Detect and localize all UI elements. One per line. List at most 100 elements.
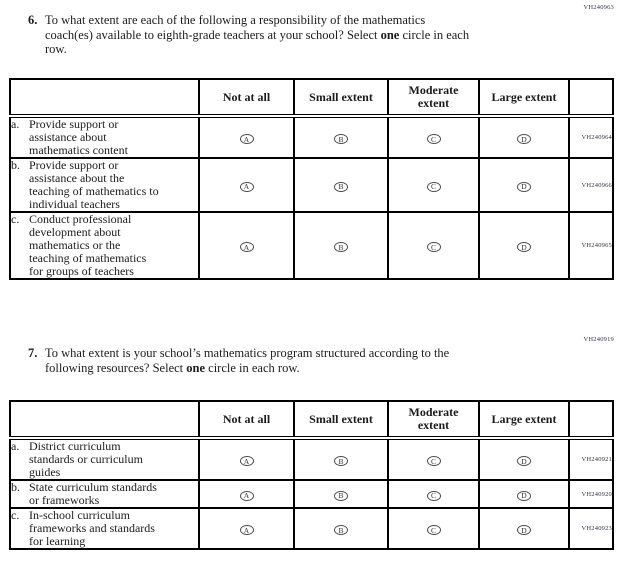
response-bubble-d[interactable]: D xyxy=(517,242,531,253)
row-letter: c. xyxy=(11,212,20,226)
row-letter: a. xyxy=(11,439,20,453)
table-row: c. In-school curriculum frameworks and st… xyxy=(9,507,614,550)
response-cell: B xyxy=(293,211,389,280)
table-row: b. Provide support or assistance about th… xyxy=(9,157,614,213)
column-header: Small extent xyxy=(293,400,389,440)
vh-code: VH240965 xyxy=(568,211,614,280)
row-letter: a. xyxy=(11,117,20,131)
response-cell: C xyxy=(387,157,480,213)
question-6-text-a: To what extent are each of the following… xyxy=(45,13,426,42)
row-label: b. Provide support or assistance about th… xyxy=(11,159,198,211)
response-bubble-d[interactable]: D xyxy=(517,181,531,192)
response-bubble-c[interactable]: C xyxy=(426,525,441,536)
response-bubble-c[interactable]: C xyxy=(426,490,441,501)
response-cell: B xyxy=(293,115,389,159)
question-7-text-a: To what extent is your school’s mathemat… xyxy=(45,346,450,375)
response-cell: A xyxy=(198,211,295,280)
response-bubble-a[interactable]: A xyxy=(239,525,254,536)
row-label: c. In-school curriculum frameworks and st… xyxy=(11,509,198,548)
response-cell: C xyxy=(387,115,480,159)
vh-code: VH240923 xyxy=(568,507,614,550)
response-bubble-c[interactable]: C xyxy=(426,456,441,467)
response-cell: A xyxy=(198,479,295,509)
response-bubble-c[interactable]: C xyxy=(426,242,441,253)
response-cell: A xyxy=(198,157,295,213)
row-label-text: In-school curriculum frameworks and stan… xyxy=(29,508,155,548)
response-bubble-a[interactable]: A xyxy=(239,134,254,145)
row-letter: c. xyxy=(11,508,20,522)
row-label-text: Conduct professional development about m… xyxy=(29,212,147,278)
header-row: Not at all Small extent Moderate extent Lar… xyxy=(9,400,614,440)
response-grid-question-6: Not at all Small extent Moderate extent Lar… xyxy=(9,78,614,280)
response-bubble-a[interactable]: A xyxy=(239,181,254,192)
column-header-blank xyxy=(9,400,200,440)
row-label: c. Conduct professional development about… xyxy=(11,213,198,278)
vh-code: VH240921 xyxy=(568,437,614,481)
response-bubble-a[interactable]: A xyxy=(239,242,254,253)
question-7-bold-word: one xyxy=(186,360,206,375)
response-bubble-d[interactable]: D xyxy=(517,134,531,145)
row-label-text: State curriculum standards or frameworks xyxy=(29,480,157,507)
vh-code: VH240966 xyxy=(568,157,614,213)
column-header: Not at all xyxy=(198,78,295,118)
response-bubble-b[interactable]: B xyxy=(334,134,348,145)
row-letter: b. xyxy=(11,480,20,494)
table-row: a. Provide support or assistance about ma… xyxy=(9,115,614,159)
response-bubble-b[interactable]: B xyxy=(334,525,348,536)
row-label-text: Provide support or assistance about math… xyxy=(29,117,128,157)
vh-code: VH240920 xyxy=(568,479,614,509)
column-header-code-blank xyxy=(568,400,614,440)
question-7: 7. To what extent is your school’s mathe… xyxy=(28,346,575,375)
header-row: Not at all Small extent Moderate extent Lar… xyxy=(9,78,614,118)
response-cell: D xyxy=(478,115,570,159)
row-label-cell: b. Provide support or assistance about th… xyxy=(9,157,200,213)
response-grid-question-7: Not at all Small extent Moderate extent Lar… xyxy=(9,400,614,550)
question-6-number: 6. xyxy=(28,13,38,27)
response-bubble-b[interactable]: B xyxy=(334,242,348,253)
response-cell: B xyxy=(293,157,389,213)
response-cell: C xyxy=(387,507,480,550)
row-label: b. State curriculum standards or framewor… xyxy=(11,481,198,507)
response-bubble-c[interactable]: C xyxy=(426,181,441,192)
row-label: a. District curriculum standards or curri… xyxy=(11,440,198,479)
column-header-blank xyxy=(9,78,200,118)
response-bubble-d[interactable]: D xyxy=(517,525,531,536)
response-cell: C xyxy=(387,479,480,509)
response-bubble-d[interactable]: D xyxy=(517,456,531,467)
response-cell: B xyxy=(293,437,389,481)
vh-code-question-7: VH240919 xyxy=(583,336,614,343)
response-cell: D xyxy=(478,211,570,280)
row-label: a. Provide support or assistance about ma… xyxy=(11,118,198,157)
question-6-bold-word: one xyxy=(380,27,400,42)
row-label-cell: a. Provide support or assistance about ma… xyxy=(9,115,200,159)
response-cell: B xyxy=(293,507,389,550)
question-6-text-b: circle in each row. xyxy=(45,27,470,57)
response-bubble-d[interactable]: D xyxy=(517,490,531,501)
response-bubble-a[interactable]: A xyxy=(239,456,254,467)
response-bubble-c[interactable]: C xyxy=(426,134,441,145)
response-bubble-b[interactable]: B xyxy=(334,490,348,501)
column-header-code-blank xyxy=(568,78,614,118)
row-label-cell: a. District curriculum standards or curri… xyxy=(9,437,200,481)
vh-code: VH240964 xyxy=(568,115,614,159)
question-6: 6. To what extent are each of the follow… xyxy=(28,13,575,57)
response-bubble-b[interactable]: B xyxy=(334,181,348,192)
response-cell: D xyxy=(478,437,570,481)
table-row: b. State curriculum standards or framewor… xyxy=(9,479,614,509)
column-header: Small extent xyxy=(293,78,389,118)
response-cell: B xyxy=(293,479,389,509)
vh-code-question-6: VH240963 xyxy=(583,4,614,11)
question-7-text: To what extent is your school’s mathemat… xyxy=(45,346,575,375)
question-7-text-b: circle in each row. xyxy=(205,360,300,375)
response-bubble-a[interactable]: A xyxy=(239,490,254,501)
response-cell: D xyxy=(478,479,570,509)
row-label-cell: c. In-school curriculum frameworks and st… xyxy=(9,507,200,550)
column-header: Large extent xyxy=(478,400,570,440)
response-cell: A xyxy=(198,115,295,159)
response-bubble-b[interactable]: B xyxy=(334,456,348,467)
response-cell: D xyxy=(478,157,570,213)
column-header: Moderate extent xyxy=(387,400,480,440)
response-cell: D xyxy=(478,507,570,550)
row-label-text: District curriculum standards or curricu… xyxy=(29,439,143,479)
